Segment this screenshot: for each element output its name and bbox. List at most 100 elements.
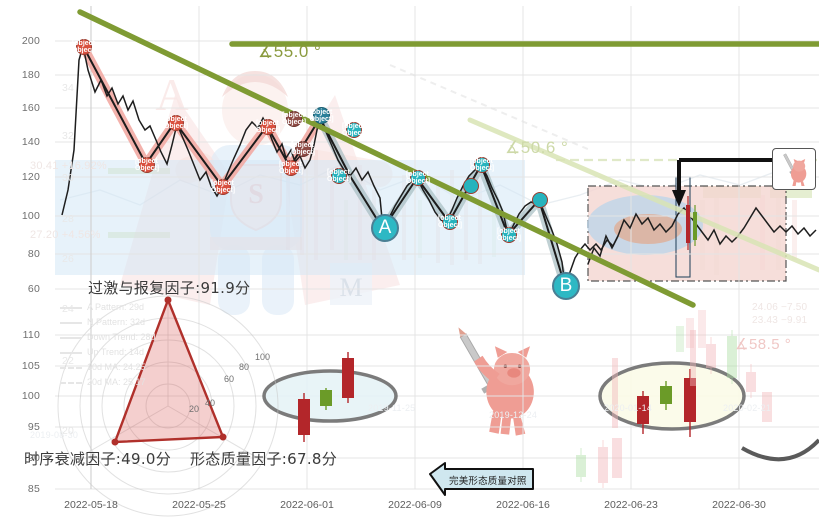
node-dred-2[interactable]: [object Object] xyxy=(290,141,316,157)
legend-label-1: N Pattern: 32d xyxy=(87,317,146,327)
legend-label-0: A Pattern: 29d xyxy=(87,302,145,312)
x-tick-6: 2022-06-30 xyxy=(712,499,766,511)
pattern-ellipse-left xyxy=(262,369,398,423)
y2-tick-95: 95 xyxy=(27,421,40,433)
node-major-A[interactable]: A xyxy=(371,214,399,242)
svg-text:M: M xyxy=(339,273,362,302)
legend-swatch-0 xyxy=(60,306,82,309)
legend-label-4: 10d MA: 24.25 xyxy=(87,362,146,372)
watermark-axis-32: 32 xyxy=(62,130,75,142)
candle-group-left xyxy=(298,352,354,442)
legend-item-2: Down Trend: 28d xyxy=(60,330,220,345)
y-tick-120: 120 xyxy=(21,171,40,183)
node-teal-4[interactable]: [object Object] xyxy=(437,214,463,230)
node-teal-3[interactable]: [object Object] xyxy=(405,170,431,186)
y-tick-80: 80 xyxy=(27,248,40,260)
node-red-5[interactable]: [object Object] xyxy=(255,119,281,135)
node-teal-7[interactable] xyxy=(532,192,548,208)
x-tick-0: 2022-05-18 xyxy=(64,499,118,511)
legend-item-0: A Pattern: 29d xyxy=(60,300,220,315)
watermark-axis-24: 24 xyxy=(62,303,75,315)
ghost-price-path xyxy=(59,164,816,206)
node-teal-1[interactable]: [object Object] xyxy=(326,168,352,184)
y-tick-160: 160 xyxy=(21,102,40,114)
watermark-axis-22: 22 xyxy=(62,355,75,367)
arrow-annotation-label: 完美形态质量对照 xyxy=(449,476,527,487)
legend-label-5: 20d MA: 25.17 xyxy=(87,377,146,387)
legend-swatch-2 xyxy=(60,336,82,339)
node-red-3[interactable]: [object Object] xyxy=(163,115,189,131)
right-price-line xyxy=(587,206,817,265)
node-teal-5[interactable]: [object Object] xyxy=(469,157,495,173)
node-dteal-1[interactable]: [object Object] xyxy=(309,107,334,124)
y-tick-100: 100 xyxy=(21,210,40,222)
y-tick-180: 180 xyxy=(21,69,40,81)
y2-tick-85: 85 xyxy=(27,483,40,495)
pattern-thumbnail-callout[interactable] xyxy=(772,148,816,190)
watermark-right-lower: 23.43 −9.91 xyxy=(752,315,808,326)
watermark-axis-34: 34 xyxy=(62,82,75,94)
legend-item-4: 10d MA: 24.25 xyxy=(60,360,220,375)
x-tick-2: 2022-06-01 xyxy=(280,499,334,511)
legend-swatch-4 xyxy=(60,366,82,369)
watermark-right-upper: 24.06 −7.50 xyxy=(752,302,808,313)
legend-item-5: 20d MA: 25.17 xyxy=(60,375,220,390)
watermark-left-upper: 30.41 +16.92% xyxy=(30,160,107,172)
legend-swatch-5 xyxy=(60,381,82,384)
node-teal-8[interactable] xyxy=(463,178,479,194)
watermark-axis-30: 30 xyxy=(62,172,75,184)
pattern-ellipse-right xyxy=(598,361,746,431)
svg-text:A: A xyxy=(155,69,188,120)
node-teal-6[interactable]: [object Object] xyxy=(496,227,522,243)
pig-mascot-icon xyxy=(783,153,807,186)
y-tick-140: 140 xyxy=(21,136,40,148)
node-dred-1[interactable]: [object Object] xyxy=(281,111,307,127)
legend-swatch-1 xyxy=(60,321,82,324)
y2-tick-110: 110 xyxy=(22,329,40,341)
watermark-left-lower: 27.20 +4.56% xyxy=(30,229,101,241)
angle-annotation-secondary: ∡50.6 ° xyxy=(505,138,569,157)
watermark-date-2: 2019-11-25 xyxy=(368,403,416,413)
watermark-date-5: 2020-02-21 xyxy=(723,403,772,413)
x-tick-5: 2022-06-23 xyxy=(604,499,658,511)
x-tick-3: 2022-06-09 xyxy=(388,499,442,511)
legend-item-3: Up Trend: 14d xyxy=(60,345,220,360)
watermark-axis-26: 26 xyxy=(62,253,75,265)
factor-time-decay: 时序衰减因子:49.0分 xyxy=(24,450,172,468)
node-major-B[interactable]: B xyxy=(552,272,580,300)
y2-tick-90: 90 xyxy=(27,452,40,464)
y2-tick-105: 105 xyxy=(21,360,40,372)
radar-tick-40: 40 xyxy=(205,398,215,408)
y-tick-60: 60 xyxy=(27,283,40,295)
chart-legend: A Pattern: 29d N Pattern: 32d Down Trend… xyxy=(60,300,220,390)
y2-tick-100: 100 xyxy=(21,390,40,402)
radar-tick-20: 20 xyxy=(189,404,199,414)
factor-shape-quality: 形态质量因子:67.8分 xyxy=(190,450,338,468)
down-trend-line xyxy=(77,9,696,308)
svg-text:S: S xyxy=(248,179,264,210)
legend-swatch-3 xyxy=(60,351,82,354)
y-tick-200: 200 xyxy=(21,35,40,47)
node-red-1[interactable]: [object Object] xyxy=(71,39,97,55)
legend-label-2: Down Trend: 28d xyxy=(87,332,156,342)
angle-annotation-right: ∡58.5 ° xyxy=(735,336,792,353)
node-red-4[interactable]: [object Object] xyxy=(210,179,236,195)
watermark-axis-28: 28 xyxy=(62,213,75,225)
watermark-date-4: 2020-01-14 xyxy=(604,403,653,413)
x-tick-1: 2022-05-25 xyxy=(172,499,226,511)
x-tick-4: 2022-06-16 xyxy=(496,499,550,511)
factor-overreaction: 过激与报复因子:91.9分 xyxy=(88,279,251,297)
radar-tick-80: 80 xyxy=(239,362,249,372)
radar-tick-100: 100 xyxy=(255,352,270,362)
node-red-6[interactable]: [object Object] xyxy=(278,160,304,176)
node-teal-2[interactable]: [object Object] xyxy=(341,122,367,138)
node-red-2[interactable]: [object Object] xyxy=(134,157,160,173)
